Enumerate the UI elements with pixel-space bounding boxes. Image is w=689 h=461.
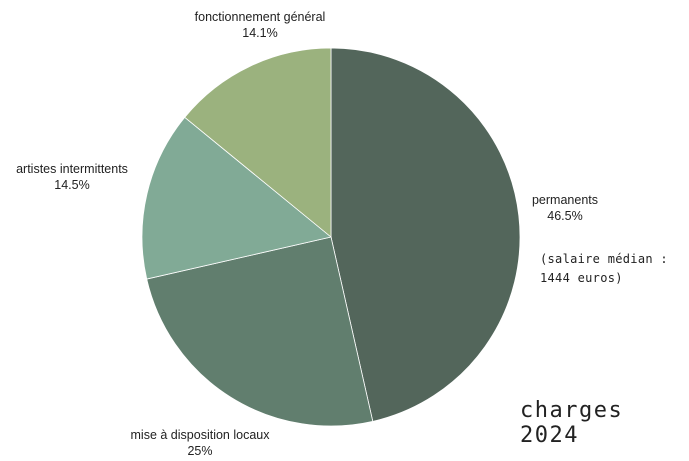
label-permanents-name: permanents xyxy=(531,193,598,207)
chart-title: charges 2024 xyxy=(520,398,624,448)
pie-slice-artistes-intermittents xyxy=(141,116,332,280)
label-artistes-intermittents-name: artistes intermittents xyxy=(16,162,128,176)
label-mise-a-disposition-locaux-value: 25% xyxy=(187,444,213,458)
label-fonctionnement-general-name: fonctionnement général xyxy=(194,10,326,24)
pie-slice-permanents xyxy=(330,47,521,422)
label-mise-a-disposition-locaux-name: mise à disposition locaux xyxy=(130,428,270,442)
pie-slice-fonctionnement-general xyxy=(184,47,332,238)
salary-annotation-line-1: (salaire médian : xyxy=(540,252,668,266)
salary-annotation: (salaire médian : 1444 euros) xyxy=(540,250,668,288)
label-mise-a-disposition-locaux: mise à disposition locaux 25% xyxy=(110,427,290,459)
label-artistes-intermittents: artistes intermittents 14.5% xyxy=(2,161,142,193)
label-fonctionnement-general: fonctionnement général 14.1% xyxy=(185,9,335,41)
salary-annotation-line-2: 1444 euros) xyxy=(540,271,623,285)
pie-slice-mise-a-disposition-locaux xyxy=(146,236,374,427)
label-artistes-intermittents-value: 14.5% xyxy=(54,178,90,192)
label-permanents-value: 46.5% xyxy=(547,209,583,223)
label-permanents: permanents 46.5% xyxy=(525,192,605,224)
label-fonctionnement-general-value: 14.1% xyxy=(242,26,278,40)
